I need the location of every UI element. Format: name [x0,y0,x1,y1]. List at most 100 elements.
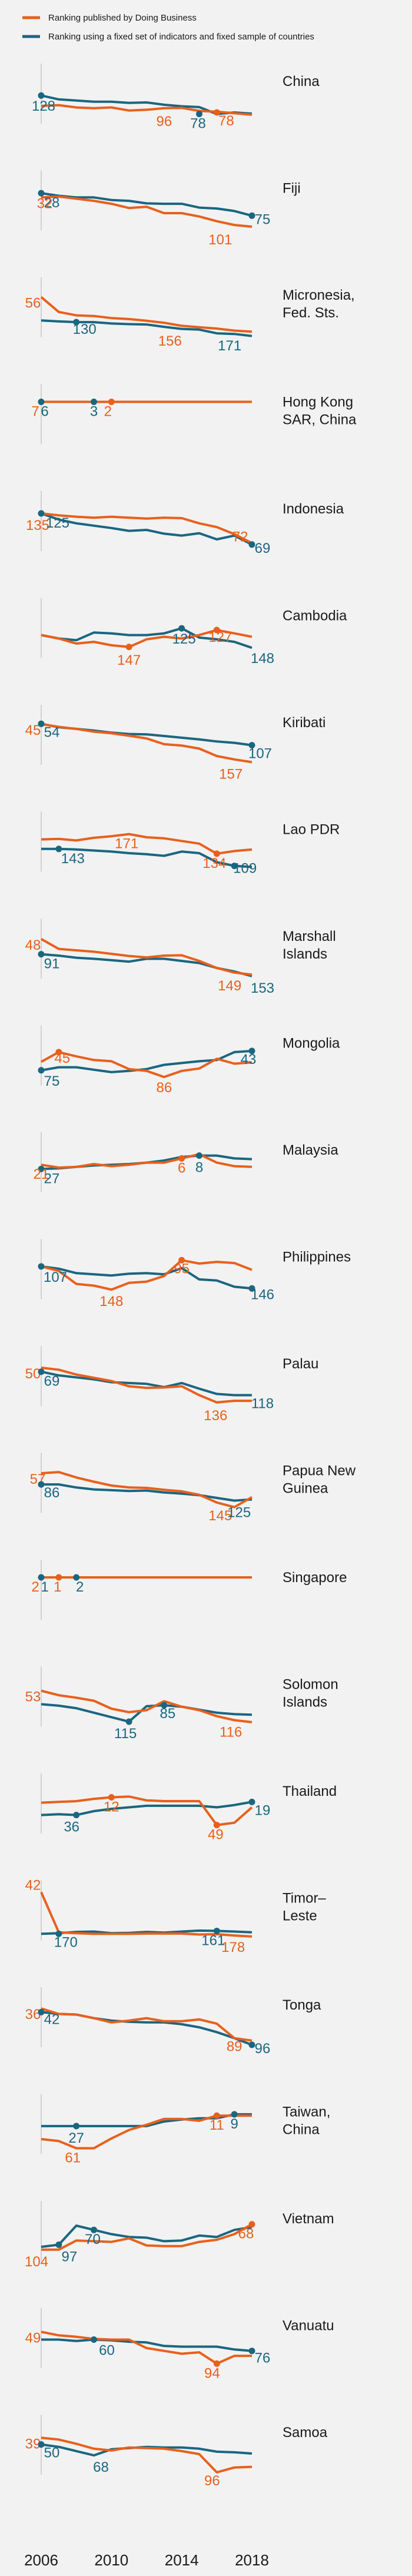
data-point-marker [55,1574,62,1581]
data-label: 130 [73,321,97,337]
series-line-fixed-sample [41,1370,252,1397]
panel-title: Papua New [283,1463,356,1479]
data-point-marker [213,626,220,634]
panel-kiribati: 45 54 107 157 Kiribati [25,705,325,782]
data-point-marker [213,2112,220,2119]
data-point-marker [38,720,45,727]
data-label: 69 [44,1374,60,1390]
series-line-fixed-sample [41,192,252,217]
series-line-fixed-sample [41,2443,252,2457]
data-point-marker [178,625,185,632]
panel-title: Palau [283,1356,318,1372]
data-label: 75 [255,211,271,227]
data-label: 148 [99,1294,123,1309]
data-point-marker [213,850,220,857]
data-point-marker [248,742,255,749]
data-label: 27 [68,2130,84,2146]
data-point-marker [38,1067,45,1074]
panel-title: Singapore [283,1570,347,1586]
panel-title: Samoa [283,2425,328,2441]
data-label: 89 [227,2039,242,2055]
data-label: 171 [218,338,241,354]
data-label: 3 [90,404,98,420]
panel-title: Marshall [283,929,336,944]
data-label: 72 [232,529,248,545]
data-point-marker [38,1165,45,1172]
panel-china: 128 96 78 78 China [32,64,320,132]
panel-title: Indonesia [283,501,344,517]
data-label: 78 [190,116,206,132]
data-label: 49 [208,1827,224,1843]
data-label: 149 [218,978,241,994]
data-label: 78 [218,113,234,129]
data-label: 2 [31,1579,39,1595]
data-point-marker [38,1368,45,1375]
series-line-doing-business [40,1891,252,1938]
series-line-fixed-sample [41,847,252,868]
data-point-marker [55,846,62,853]
panel-title: Vanuatu [283,2318,334,2334]
data-label: 75 [44,1073,60,1089]
data-label: 143 [61,851,85,867]
data-label: 107 [44,1269,67,1285]
data-label: 45 [54,1050,70,1066]
data-label: 53 [25,1689,41,1705]
data-point-marker [73,1812,80,1819]
data-label: 157 [219,766,242,782]
data-label: 91 [44,956,60,972]
data-point-marker [38,92,45,99]
data-label: 2 [76,1579,84,1595]
series-line-doing-business [40,296,252,333]
panel-palau: 50 69 136 118 Palau [25,1346,318,1424]
panel-tonga: 36 42 89 96 Tonga [25,1987,321,2057]
data-label: 19 [255,1802,271,1818]
data-point-marker [108,1793,115,1801]
data-label: 49 [25,2330,41,2346]
x-axis: 2006 2010 2014 2018 [24,2551,269,2569]
data-label: 69 [255,541,271,556]
data-label: 1 [41,1579,48,1595]
data-point-marker [196,111,202,118]
series-line-doing-business [41,722,252,764]
data-point-marker [248,541,255,548]
series-line-fixed-sample [41,2338,252,2352]
series-line-doing-business [41,512,252,545]
panel-title: Cambodia [283,608,347,624]
data-point-marker [38,2441,45,2448]
data-label: 109 [233,861,257,877]
data-label: 96 [156,114,172,130]
series-line-doing-business [41,1689,252,1723]
data-point-marker [38,399,45,405]
data-label: 28 [44,195,60,211]
data-label: 8 [195,1160,203,1176]
data-label: 9 [230,2116,238,2132]
panel-thailand: 36 12 49 19 Thailand [41,1773,337,1843]
data-label: 116 [220,1724,242,1740]
data-point-marker [161,1702,168,1709]
data-point-marker [248,1285,255,1292]
data-point-marker [178,1256,185,1264]
panel-title: Solomon [283,1677,338,1693]
data-point-marker [248,2221,255,2228]
data-label: 12 [104,1799,119,1815]
panel-title: Micronesia, [283,287,355,303]
panel-title: Hong Kong [283,394,353,410]
data-label: 95 [174,1261,190,1277]
data-label: 68 [238,2226,254,2242]
series-line-doing-business [41,2223,252,2251]
x-tick-label: 2006 [24,2551,58,2569]
data-label: 85 [160,1706,175,1722]
data-point-marker [73,2123,80,2130]
data-label: 50 [44,2445,60,2461]
panel-title: SAR, China [283,412,357,428]
panel-title: Mongolia [283,1036,340,1052]
data-label: 115 [114,1726,137,1742]
data-label: 161 [201,1932,225,1948]
panel-title: Vietnam [283,2211,334,2227]
data-label: 125 [46,515,69,531]
